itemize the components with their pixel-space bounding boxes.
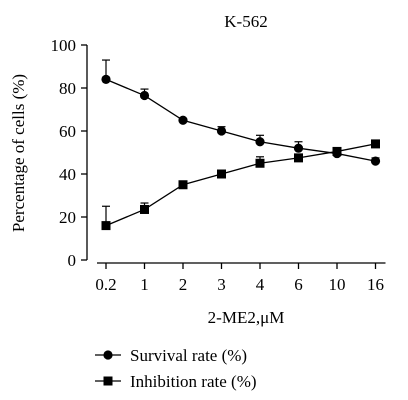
series-layer — [101, 59, 381, 231]
x-tick-label: 16 — [367, 275, 384, 294]
legend-item: Inhibition rate (%) — [95, 372, 257, 391]
legend-label: Inhibition rate (%) — [130, 372, 257, 391]
y-tick-label: 40 — [59, 165, 76, 184]
x-tick-label: 10 — [329, 275, 346, 294]
legend-marker — [103, 350, 113, 360]
x-tick-label: 1 — [140, 275, 149, 294]
data-point — [370, 156, 381, 166]
data-point — [216, 126, 227, 136]
x-tick-label: 3 — [217, 275, 226, 294]
data-point — [178, 115, 188, 125]
data-point — [101, 74, 111, 84]
y-tick-label: 60 — [59, 122, 76, 141]
axes: 0 20 40 60 80 100 0.2 1 2 3 4 6 10 16 — [51, 36, 386, 294]
series-line — [105, 143, 376, 227]
data-point — [217, 169, 226, 179]
data-point — [371, 139, 380, 149]
y-tick-label: 0 — [68, 251, 77, 270]
x-tick-label: 0.2 — [95, 275, 116, 294]
data-point — [178, 180, 188, 190]
legend: Survival rate (%) Inhibition rate (%) — [95, 346, 257, 391]
legend-marker — [103, 376, 113, 386]
data-point — [294, 153, 303, 163]
chart-title: K-562 — [224, 12, 267, 31]
data-point — [140, 204, 149, 214]
x-axis-label: 2-ME2,μM — [208, 308, 285, 327]
legend-label: Survival rate (%) — [130, 346, 247, 365]
data-point — [101, 221, 111, 231]
x-tick-label: 6 — [294, 275, 303, 294]
y-tick-label: 80 — [59, 79, 76, 98]
y-axis-label: Percentage of cells (%) — [9, 74, 28, 232]
x-tick-label: 4 — [256, 275, 265, 294]
legend-item: Survival rate (%) — [95, 346, 247, 365]
data-point — [255, 137, 265, 147]
data-point — [332, 146, 342, 156]
y-tick-label: 100 — [51, 36, 77, 55]
data-point — [293, 143, 304, 153]
series-2 — [101, 139, 380, 231]
x-tick-label: 2 — [179, 275, 188, 294]
data-point — [255, 158, 265, 168]
data-point — [139, 90, 150, 101]
y-tick-label: 20 — [59, 208, 76, 227]
